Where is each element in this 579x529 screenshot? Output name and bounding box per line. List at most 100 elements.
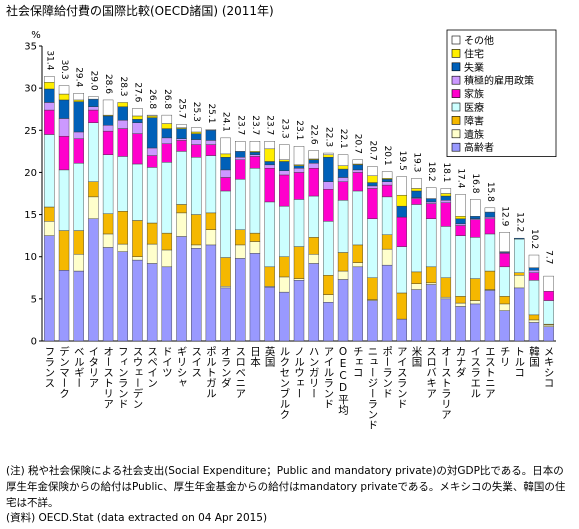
total-label: 19.3 xyxy=(411,152,421,172)
bar-segment xyxy=(264,168,275,203)
bar-segment xyxy=(323,275,334,295)
total-label: 26.8 xyxy=(147,89,157,109)
bar-segment xyxy=(543,324,554,327)
legend-swatch xyxy=(451,35,461,45)
bar-segment xyxy=(425,198,437,203)
bar-segment xyxy=(455,216,466,219)
bar-segment xyxy=(352,266,363,342)
y-tick-label: 35 xyxy=(24,42,37,53)
bar-segment xyxy=(337,270,349,280)
bar-segment xyxy=(132,122,143,134)
bar-segment xyxy=(440,195,452,201)
x-tick-label: スウェーデン xyxy=(131,346,143,409)
bar-segment xyxy=(220,169,231,178)
bar-segment xyxy=(293,168,305,173)
bar-segment xyxy=(279,159,290,162)
bar-segment xyxy=(249,253,261,342)
bar-segment xyxy=(279,174,290,207)
x-tick-label: オーストラリア xyxy=(440,346,452,420)
bar-segment xyxy=(543,291,554,301)
bar-segment xyxy=(381,196,393,235)
bar-segment xyxy=(352,172,363,192)
bar-segment xyxy=(190,157,202,215)
bar-segment xyxy=(367,166,378,176)
bar-segment xyxy=(411,198,422,205)
bar-segment xyxy=(411,204,422,273)
bar-segment xyxy=(411,271,422,284)
y-unit: % xyxy=(31,30,41,41)
bar-segment xyxy=(470,237,481,279)
bar-segment xyxy=(146,147,158,156)
bar-segment xyxy=(440,296,452,300)
bar-segment xyxy=(132,119,143,123)
bar-segment xyxy=(44,109,55,135)
x-tick-label: ノルウェー xyxy=(293,346,305,399)
bar-segment xyxy=(484,290,496,342)
bar-segment xyxy=(470,216,481,219)
bar-segment xyxy=(381,248,393,266)
y-tick-label: 30 xyxy=(24,84,37,95)
bar-segment xyxy=(455,302,466,307)
bar-segment xyxy=(367,277,378,300)
bar-segment xyxy=(88,181,99,198)
x-tick-label: OECD平均 xyxy=(337,346,349,416)
bar-segment xyxy=(205,144,217,156)
bar-segment xyxy=(470,199,481,217)
legend-swatch xyxy=(451,116,461,125)
bar-segment xyxy=(44,221,55,236)
bar-segment xyxy=(102,233,114,248)
x-tick-label: メキシコ xyxy=(543,346,555,388)
bar-segment xyxy=(308,195,319,238)
bar-segment xyxy=(44,235,55,342)
bar-segment xyxy=(176,124,187,128)
bar-segment xyxy=(367,175,378,183)
bar-segment xyxy=(102,115,114,126)
bar-segment xyxy=(146,263,158,342)
bar-segment xyxy=(323,294,334,303)
x-tick-label: アイスランド xyxy=(396,346,408,409)
bar-segment xyxy=(190,214,202,246)
total-label: 18.1 xyxy=(441,162,451,182)
bar-segment xyxy=(455,306,466,342)
bar-segment xyxy=(235,159,246,180)
bar-segment xyxy=(235,178,246,230)
bar-segment xyxy=(455,225,466,236)
total-label: 22.3 xyxy=(323,127,333,147)
x-tick-label: デンマーク xyxy=(58,345,70,398)
total-label: 23.7 xyxy=(235,115,245,135)
total-label: 25.3 xyxy=(191,102,201,122)
bar-segment xyxy=(499,296,510,305)
bar-segment xyxy=(470,300,481,305)
bar-segment xyxy=(220,137,231,155)
bar-segment xyxy=(293,280,305,342)
bar-segment xyxy=(337,165,349,170)
bar-segment xyxy=(396,318,407,342)
bar-segment xyxy=(235,244,246,259)
x-tick-label: フランス xyxy=(43,346,55,388)
bar-segment xyxy=(190,127,202,133)
x-tick-label: 英国 xyxy=(264,345,276,368)
bar-segment xyxy=(132,115,143,120)
note: (注) 税や社会保険による社会支出(Social Expenditure；Pub… xyxy=(6,465,566,509)
bar-segment xyxy=(293,146,305,166)
bar-segment xyxy=(132,108,143,117)
x-tick-label: ギリシャ xyxy=(176,346,188,388)
total-label: 27.6 xyxy=(132,82,142,102)
total-label: 20.7 xyxy=(367,141,377,161)
total-label: 28.6 xyxy=(103,74,113,94)
legend-label: 障害 xyxy=(464,114,484,127)
total-label: 22.1 xyxy=(338,129,348,149)
bar-segment xyxy=(176,212,187,237)
bar-segment xyxy=(528,267,540,271)
bar-segment xyxy=(117,119,128,129)
bar-segment xyxy=(425,284,437,342)
total-label: 10.2 xyxy=(529,229,539,249)
bar-segment xyxy=(455,194,466,217)
x-tick-label: アイルランド xyxy=(322,346,334,409)
bar-segment xyxy=(279,161,290,171)
bar-segment xyxy=(220,157,231,171)
total-label: 31.4 xyxy=(44,50,54,70)
bar-segment xyxy=(132,259,143,342)
total-label: 23.1 xyxy=(294,120,304,140)
